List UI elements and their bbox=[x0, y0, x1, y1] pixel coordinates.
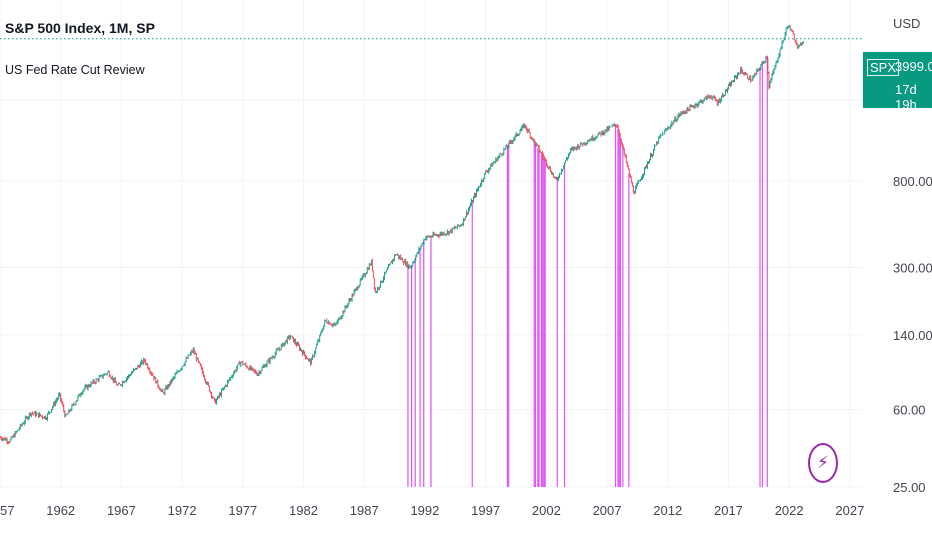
x-tick-label: 2027 bbox=[835, 503, 864, 518]
x-tick-label: 1957 bbox=[0, 503, 14, 518]
x-tick-label: 2002 bbox=[532, 503, 561, 518]
x-tick-label: 1982 bbox=[289, 503, 318, 518]
x-tick-label: 2007 bbox=[593, 503, 622, 518]
y-tick-label: 25.00 bbox=[893, 480, 926, 495]
x-tick-label: 2012 bbox=[653, 503, 682, 518]
y-tick-label: 140.00 bbox=[893, 328, 932, 343]
last-price-tag: SPX 3999.08 17d 19h bbox=[863, 52, 932, 112]
x-tick-label: 2022 bbox=[775, 503, 804, 518]
x-tick-label: 1962 bbox=[46, 503, 75, 518]
y-tick-label: 60.00 bbox=[893, 403, 926, 418]
x-tick-label: 1987 bbox=[350, 503, 379, 518]
y-tick-label: 300.00 bbox=[893, 261, 932, 276]
x-tick-label: 1997 bbox=[471, 503, 500, 518]
bar-countdown: 17d 19h bbox=[895, 82, 917, 112]
x-tick-label: 2017 bbox=[714, 503, 743, 518]
indicator-name[interactable]: US Fed Rate Cut Review bbox=[5, 63, 145, 77]
y-tick-label: 800.00 bbox=[893, 174, 932, 189]
symbol-label: SPX bbox=[867, 59, 900, 76]
x-tick-label: 1972 bbox=[168, 503, 197, 518]
x-tick-label: 1977 bbox=[228, 503, 257, 518]
x-tick-label: 1992 bbox=[410, 503, 439, 518]
time-axis[interactable]: 1957 1962 1967 1972 1977 1982 1987 1992 1997 2002… bbox=[0, 503, 864, 518]
price-candles bbox=[0, 25, 804, 445]
chart-title[interactable]: S&P 500 Index, 1M, SP bbox=[5, 20, 155, 36]
lightning-icon[interactable]: ⚡ bbox=[808, 443, 838, 483]
x-tick-label: 1967 bbox=[107, 503, 136, 518]
currency-label: USD bbox=[893, 16, 921, 31]
chart-grid bbox=[0, 0, 862, 488]
last-price-value: 3999.08 bbox=[895, 59, 932, 74]
rate-cut-markers bbox=[407, 55, 768, 487]
